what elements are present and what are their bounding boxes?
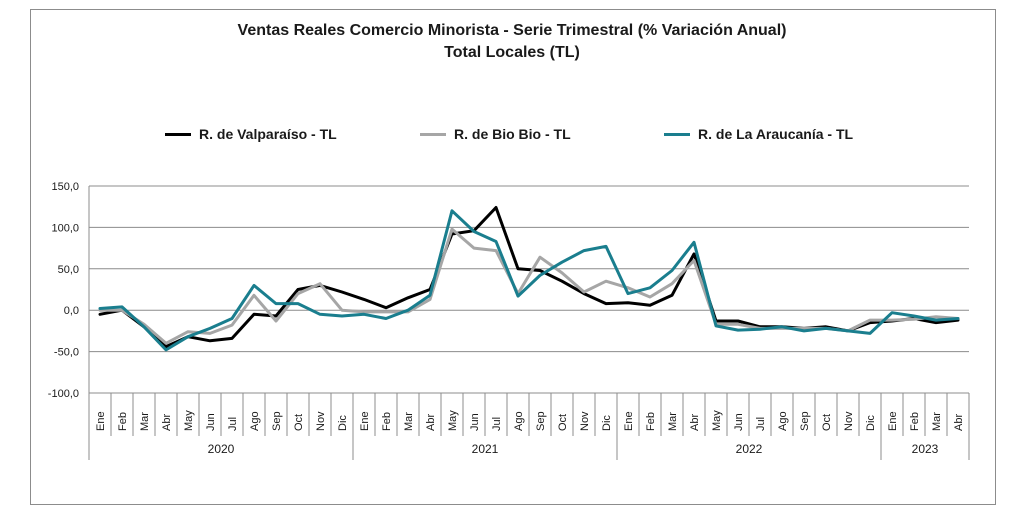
- x-tick-label: Jul: [227, 417, 239, 431]
- x-tick-label: Mar: [931, 412, 943, 431]
- x-tick-label: Abr: [953, 414, 965, 431]
- legend-swatch-araucania: [664, 132, 690, 136]
- y-tick-label: 0,0: [64, 305, 79, 317]
- x-tick-label: Dic: [337, 415, 349, 431]
- x-tick-label: Feb: [909, 412, 921, 431]
- chart-title-block: Ventas Reales Comercio Minorista - Serie…: [0, 20, 1024, 64]
- x-tick-label: Nov: [843, 411, 855, 431]
- x-tick-label: Feb: [645, 412, 657, 431]
- y-tick-label: 50,0: [58, 264, 79, 276]
- x-tick-label: Ago: [777, 411, 789, 431]
- y-tick-label: -50,0: [54, 347, 79, 359]
- x-tick-label: Mar: [403, 412, 415, 431]
- x-tick-label: Dic: [865, 415, 877, 431]
- x-tick-label: May: [447, 410, 459, 431]
- x-tick-label: Abr: [425, 414, 437, 431]
- chart-title: Ventas Reales Comercio Minorista - Serie…: [237, 22, 787, 39]
- x-tick-label: Abr: [161, 414, 173, 431]
- y-tick-label: 150,0: [51, 181, 79, 193]
- chart-subtitle: Total Locales (TL): [444, 44, 580, 61]
- x-tick-label: Oct: [557, 414, 569, 431]
- y-tick-label: 100,0: [51, 222, 79, 234]
- x-tick-label: Ene: [359, 411, 371, 431]
- year-label: 2022: [736, 442, 763, 456]
- series-line-3: [98, 209, 960, 352]
- x-tick-label: Jun: [205, 413, 217, 431]
- year-label: 2023: [912, 442, 939, 456]
- legend-swatch-biobio: [420, 132, 446, 136]
- x-tick-label: Ago: [249, 411, 261, 431]
- x-tick-label: Oct: [293, 414, 305, 431]
- legend-label-valparaiso: R. de Valparaíso - TL: [199, 126, 337, 142]
- x-tick-label: Ene: [887, 411, 899, 431]
- x-tick-label: Ago: [513, 411, 525, 431]
- legend-item-biobio: R. de Bio Bio - TL: [420, 124, 571, 144]
- x-tick-label: Mar: [139, 412, 151, 431]
- x-tick-label: May: [183, 410, 195, 431]
- x-tick-label: Nov: [579, 411, 591, 431]
- year-label: 2020: [208, 442, 235, 456]
- x-tick-label: Jun: [469, 413, 481, 431]
- year-label: 2021: [472, 442, 499, 456]
- x-tick-label: May: [711, 410, 723, 431]
- x-tick-label: Sep: [799, 411, 811, 431]
- legend-item-valparaiso: R. de Valparaíso - TL: [165, 124, 337, 144]
- x-tick-label: Nov: [315, 411, 327, 431]
- legend-item-araucania: R. de La Araucanía - TL: [664, 124, 853, 144]
- x-tick-label: Dic: [601, 415, 613, 431]
- x-tick-label: Sep: [535, 411, 547, 431]
- chart-legend: R. de Valparaíso - TL R. de Bio Bio - TL…: [0, 124, 1024, 144]
- x-tick-label: Feb: [117, 412, 129, 431]
- x-tick-label: Sep: [271, 411, 283, 431]
- x-tick-label: Jul: [755, 417, 767, 431]
- legend-label-biobio: R. de Bio Bio - TL: [454, 126, 571, 142]
- y-tick-label: -100,0: [48, 388, 79, 400]
- x-tick-label: Mar: [667, 412, 679, 431]
- x-tick-label: Ene: [623, 411, 635, 431]
- x-tick-label: Abr: [689, 414, 701, 431]
- x-tick-label: Jun: [733, 413, 745, 431]
- x-tick-label: Ene: [95, 411, 107, 431]
- x-tick-label: Jul: [491, 417, 503, 431]
- x-tick-label: Feb: [381, 412, 393, 431]
- legend-swatch-valparaiso: [165, 132, 191, 136]
- x-tick-label: Oct: [821, 414, 833, 431]
- legend-label-araucania: R. de La Araucanía - TL: [698, 126, 854, 142]
